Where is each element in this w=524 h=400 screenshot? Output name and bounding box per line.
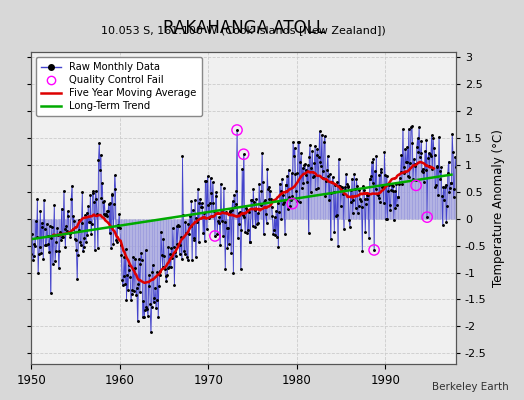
Point [239, 151, 248, 158]
Point [288, 200, 297, 207]
Y-axis label: Temperature Anomaly (°C): Temperature Anomaly (°C) [492, 129, 505, 287]
Text: Berkeley Earth: Berkeley Earth [432, 382, 508, 392]
Point [423, 214, 431, 220]
Legend: Raw Monthly Data, Quality Control Fail, Five Year Moving Average, Long-Term Tren: Raw Monthly Data, Quality Control Fail, … [37, 57, 202, 116]
Point [412, 182, 420, 189]
Title: RAKAHANGA ATOLL: RAKAHANGA ATOLL [162, 18, 325, 36]
Point [370, 247, 378, 253]
Point [211, 233, 219, 239]
Point [233, 127, 241, 133]
Text: 10.053 S, 161.100 W (Cook Islands [New Zealand]): 10.053 S, 161.100 W (Cook Islands [New Z… [101, 25, 386, 35]
